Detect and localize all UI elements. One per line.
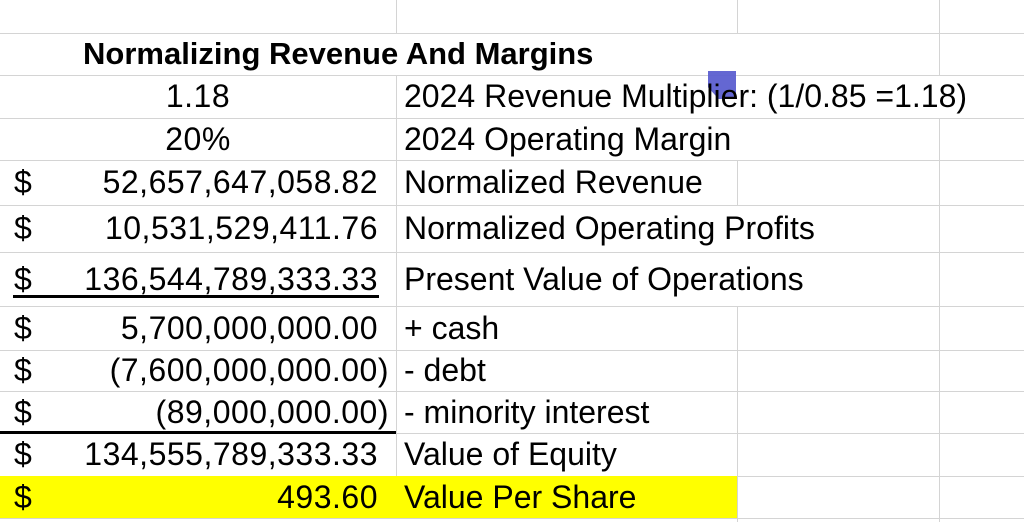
sheet-row-4: 20% 2024 Operating Margin xyxy=(0,118,1024,160)
cell-A4-value: 20% xyxy=(165,120,231,157)
cell-A11[interactable]: $ 134,555,789,333.33 xyxy=(0,433,396,476)
gridline xyxy=(0,75,1024,76)
sheet-row-8: $ 5,700,000,000.00 + cash xyxy=(0,306,1024,350)
cell-B12[interactable]: Value Per Share xyxy=(404,478,637,515)
currency-symbol: $ xyxy=(14,164,32,200)
cell-A9-value: (7,600,000,000.00) xyxy=(109,352,389,388)
sheet-row-10: $ (89,000,000.00) - minority interest xyxy=(0,391,1024,433)
sheet-row-3: 1.18 2024 Revenue Multiplier: (1/0.85 =1… xyxy=(0,75,1024,118)
gridline xyxy=(0,160,1024,161)
sheet-row-6: $ 10,531,529,411.76 Normalized Operating… xyxy=(0,205,1024,252)
cell-A10[interactable]: $ (89,000,000.00) xyxy=(0,391,396,433)
currency-symbol: $ xyxy=(14,309,32,346)
cell-B10[interactable]: - minority interest xyxy=(404,393,650,430)
cell-A8[interactable]: $ 5,700,000,000.00 xyxy=(0,306,396,350)
cell-B7[interactable]: Present Value of Operations xyxy=(404,260,804,297)
cell-A3[interactable]: 1.18 xyxy=(0,75,396,118)
gridline xyxy=(0,306,1024,307)
gridline xyxy=(939,118,940,522)
cell-B8[interactable]: + cash xyxy=(404,309,500,346)
sheet-row-11: $ 134,555,789,333.33 Value of Equity xyxy=(0,433,1024,476)
gridline xyxy=(0,118,1024,119)
sheet-row-7: $ 136,544,789,333.33 Present Value of Op… xyxy=(0,252,1024,306)
cell-A5-value: 52,657,647,058.82 xyxy=(102,164,378,200)
cell-B4[interactable]: 2024 Operating Margin xyxy=(404,120,732,157)
currency-symbol: $ xyxy=(14,260,32,297)
gridline xyxy=(0,33,1024,34)
sheet-row-9: $ (7,600,000,000.00) - debt xyxy=(0,350,1024,391)
highlight-band xyxy=(0,476,737,518)
cell-A11-value: 134,555,789,333.33 xyxy=(84,436,378,472)
sheet-row-5: $ 52,657,647,058.82 Normalized Revenue xyxy=(0,160,1024,205)
gridline xyxy=(396,433,1024,434)
gridline xyxy=(737,160,738,205)
currency-symbol: $ xyxy=(14,352,32,388)
currency-symbol: $ xyxy=(14,393,32,430)
cell-A7-value: 136,544,789,333.33 xyxy=(84,260,378,297)
currency-symbol: $ xyxy=(14,478,32,515)
cell-A12[interactable]: $ 493.60 xyxy=(0,476,396,518)
cell-A5[interactable]: $ 52,657,647,058.82 xyxy=(0,160,396,205)
cell-A7[interactable]: $ 136,544,789,333.33 xyxy=(0,252,396,306)
cell-B5[interactable]: Normalized Revenue xyxy=(404,164,703,200)
gridline xyxy=(396,0,397,33)
cell-A10-value: (89,000,000.00) xyxy=(155,393,389,430)
gridline xyxy=(396,75,397,476)
gridline xyxy=(0,350,1024,351)
cell-B6[interactable]: Normalized Operating Profits xyxy=(404,210,815,246)
currency-symbol: $ xyxy=(14,210,32,246)
gridline xyxy=(737,306,738,522)
gridline xyxy=(737,0,738,33)
accounting-underline xyxy=(13,295,379,298)
sheet-row-12: $ 493.60 Value Per Share xyxy=(0,476,1024,518)
sum-border xyxy=(0,431,396,434)
cell-B11[interactable]: Value of Equity xyxy=(404,436,617,472)
gridline xyxy=(0,205,1024,206)
cell-A2-title[interactable]: Normalizing Revenue And Margins xyxy=(83,36,594,71)
currency-symbol: $ xyxy=(14,436,32,472)
cell-B9[interactable]: - debt xyxy=(404,352,486,388)
gridline xyxy=(0,252,1024,253)
cell-A6[interactable]: $ 10,531,529,411.76 xyxy=(0,205,396,252)
gridline xyxy=(939,0,940,75)
cell-A12-value: 493.60 xyxy=(277,478,378,515)
gridline xyxy=(0,518,1024,519)
sheet-row-2: Normalizing Revenue And Margins xyxy=(0,33,1024,75)
cell-A3-value: 1.18 xyxy=(165,78,231,114)
gridline xyxy=(737,476,1024,477)
cell-A4[interactable]: 20% xyxy=(0,118,396,160)
cell-A8-value: 5,700,000,000.00 xyxy=(120,309,378,346)
gridline xyxy=(0,391,1024,392)
cell-A6-value: 10,531,529,411.76 xyxy=(104,210,378,246)
cell-B3[interactable]: 2024 Revenue Multiplier: (1/0.85 =1.18) xyxy=(404,78,968,114)
cell-A9[interactable]: $ (7,600,000,000.00) xyxy=(0,350,396,391)
